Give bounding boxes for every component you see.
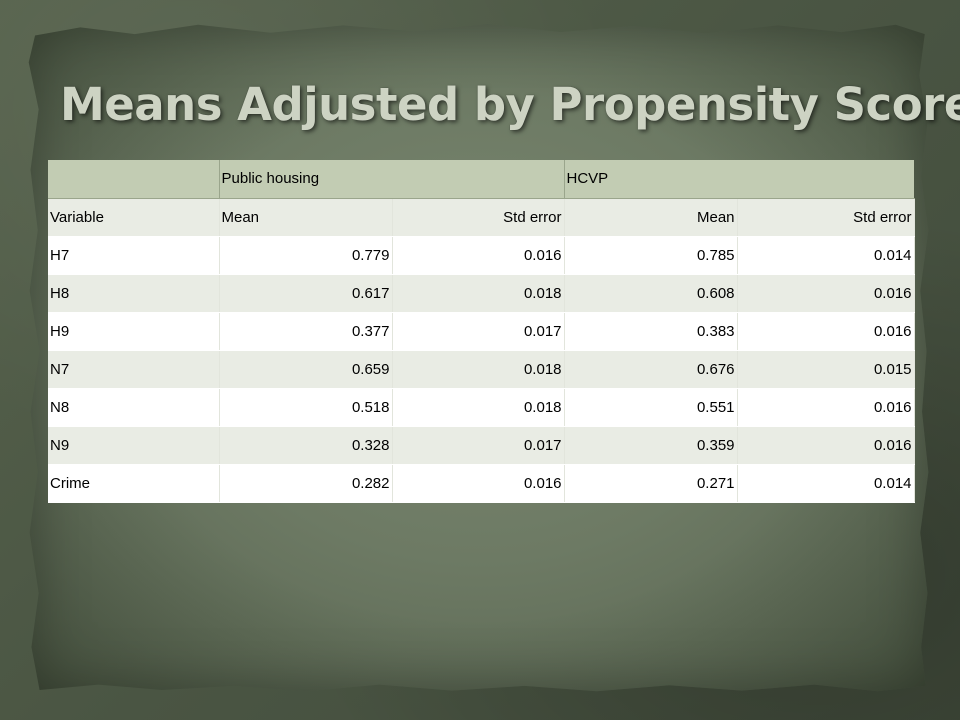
column-header-row: Variable Mean Std error Mean Std error	[48, 198, 915, 237]
row-ph-mean: 0.282	[219, 464, 393, 503]
column-header-hcvp-std-error: Std error	[737, 198, 915, 237]
row-hcvp-mean: 0.608	[564, 274, 738, 313]
row-ph-mean: 0.377	[219, 312, 393, 351]
group-header-row: Public housing HCVP	[48, 160, 915, 199]
table-row: H8 0.617 0.018 0.608 0.016	[48, 274, 915, 313]
row-hcvp-std-error: 0.015	[737, 350, 915, 389]
column-header-ph-std-error: Std error	[392, 198, 565, 237]
row-ph-std-error: 0.018	[392, 350, 565, 389]
row-hcvp-mean: 0.785	[564, 236, 738, 275]
row-variable: H8	[48, 274, 220, 313]
column-header-hcvp-mean: Mean	[564, 198, 738, 237]
group-header-public-housing: Public housing	[219, 160, 565, 199]
slide-title: Means Adjusted by Propensity Scores	[60, 78, 960, 131]
row-ph-std-error: 0.018	[392, 388, 565, 427]
table-row: N7 0.659 0.018 0.676 0.015	[48, 350, 915, 389]
row-hcvp-mean: 0.676	[564, 350, 738, 389]
row-hcvp-std-error: 0.016	[737, 274, 915, 313]
row-ph-mean: 0.659	[219, 350, 393, 389]
row-variable: N8	[48, 388, 220, 427]
row-variable: Crime	[48, 464, 220, 503]
row-hcvp-std-error: 0.014	[737, 464, 915, 503]
table-row: H7 0.779 0.016 0.785 0.014	[48, 236, 915, 275]
group-header-hcvp: HCVP	[564, 160, 915, 199]
row-hcvp-mean: 0.359	[564, 426, 738, 465]
column-header-variable: Variable	[48, 198, 220, 237]
group-header-cell-empty	[48, 160, 220, 199]
row-variable: H9	[48, 312, 220, 351]
row-ph-mean: 0.779	[219, 236, 393, 275]
row-hcvp-std-error: 0.016	[737, 426, 915, 465]
row-ph-mean: 0.328	[219, 426, 393, 465]
row-ph-mean: 0.617	[219, 274, 393, 313]
row-hcvp-std-error: 0.016	[737, 388, 915, 427]
column-header-ph-mean: Mean	[219, 198, 393, 237]
table-row: N9 0.328 0.017 0.359 0.016	[48, 426, 915, 465]
row-ph-mean: 0.518	[219, 388, 393, 427]
table-row: N8 0.518 0.018 0.551 0.016	[48, 388, 915, 427]
row-variable: N9	[48, 426, 220, 465]
row-ph-std-error: 0.016	[392, 464, 565, 503]
table-row: Crime 0.282 0.016 0.271 0.014	[48, 464, 915, 503]
row-hcvp-std-error: 0.016	[737, 312, 915, 351]
means-table: Public housing HCVP Variable Mean Std er…	[48, 160, 915, 503]
row-ph-std-error: 0.018	[392, 274, 565, 313]
row-hcvp-std-error: 0.014	[737, 236, 915, 275]
table-row: H9 0.377 0.017 0.383 0.016	[48, 312, 915, 351]
row-hcvp-mean: 0.551	[564, 388, 738, 427]
row-hcvp-mean: 0.271	[564, 464, 738, 503]
row-variable: N7	[48, 350, 220, 389]
row-ph-std-error: 0.016	[392, 236, 565, 275]
row-variable: H7	[48, 236, 220, 275]
row-hcvp-mean: 0.383	[564, 312, 738, 351]
row-ph-std-error: 0.017	[392, 426, 565, 465]
row-ph-std-error: 0.017	[392, 312, 565, 351]
